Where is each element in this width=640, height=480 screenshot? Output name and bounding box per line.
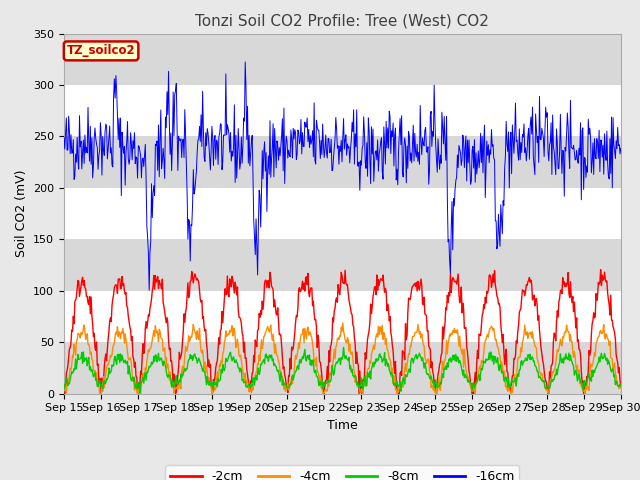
Text: TZ_soilco2: TZ_soilco2	[67, 44, 136, 58]
Bar	[64, 240, 621, 291]
Legend: -2cm, -4cm, -8cm, -16cm: -2cm, -4cm, -8cm, -16cm	[165, 465, 520, 480]
Y-axis label: Soil CO2 (mV): Soil CO2 (mV)	[15, 170, 28, 257]
Title: Tonzi Soil CO2 Profile: Tree (West) CO2: Tonzi Soil CO2 Profile: Tree (West) CO2	[195, 13, 490, 28]
X-axis label: Time: Time	[327, 419, 358, 432]
Bar	[64, 342, 621, 394]
Bar	[64, 34, 621, 85]
Bar	[64, 136, 621, 188]
